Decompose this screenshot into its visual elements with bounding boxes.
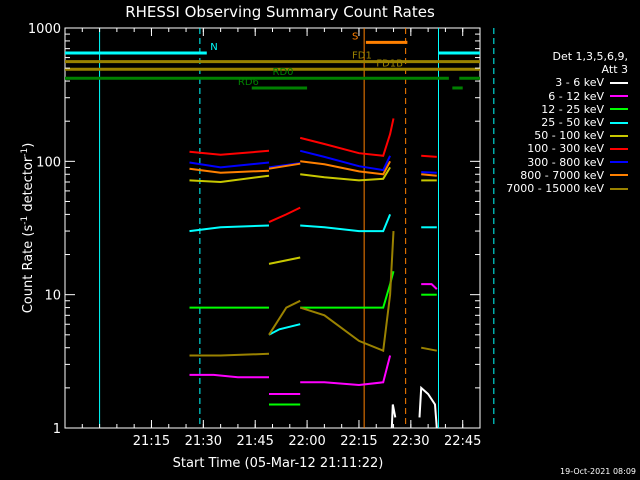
x-tick-label-3: 22:00 [288, 434, 325, 449]
series-1-segment-2 [300, 355, 392, 387]
bar-label-rd0: RD0 [273, 67, 294, 78]
series-3-segment-2 [300, 214, 392, 233]
x-tick-label-1: 21:30 [185, 434, 222, 449]
x-axis-label: Start Time (05-Mar-12 21:11:22) [173, 456, 384, 471]
legend-item: 800 - 7000 keV [506, 169, 628, 182]
series-3-segment-1 [268, 323, 301, 336]
series-0-segment-1 [418, 385, 438, 429]
series-8-segment-3 [421, 346, 437, 352]
legend-label: 800 - 7000 keV [520, 168, 604, 182]
legend-item: 12 - 25 keV [506, 103, 628, 116]
series-6-segment-0 [189, 161, 270, 169]
legend-swatch [610, 187, 628, 190]
series-3-segment-0 [189, 224, 270, 233]
x-tick-label-2: 21:45 [236, 434, 273, 449]
bar-label-s: S [352, 31, 358, 42]
y-tick-label-3: 1000 [28, 22, 61, 37]
bar-label-fd1b: FD1B [376, 58, 403, 69]
legend-swatch [610, 134, 628, 137]
x-tick-label-6: 22:45 [444, 434, 481, 449]
legend-label: 7000 - 15000 keV [506, 182, 604, 196]
series-7-segment-3 [421, 173, 437, 177]
y-tick-label-2: 100 [36, 155, 61, 170]
series-5-segment-0 [189, 149, 270, 156]
legend-item: 50 - 100 keV [506, 129, 628, 142]
bar-label-n: N [210, 42, 217, 53]
series-6-segment-2 [299, 149, 392, 172]
x-tick-label-5: 22:30 [392, 434, 429, 449]
observing-window-lines [99, 28, 495, 428]
legend-label: 100 - 300 keV [527, 142, 604, 156]
series-layer [189, 118, 438, 429]
legend-header-attenuator: Att 3 [601, 63, 628, 77]
series-8-segment-0 [189, 352, 270, 357]
legend-label: 300 - 800 keV [527, 155, 604, 169]
series-7-segment-2 [300, 160, 391, 176]
legend-swatch [610, 174, 628, 177]
series-7-segment-0 [189, 167, 270, 174]
legend-label: 50 - 100 keV [534, 129, 604, 143]
y-axis-label: Count Rate (s-1 detector-1) [20, 143, 36, 314]
series-4-segment-1 [268, 256, 301, 265]
legend-item: 3 - 6 keV [506, 76, 628, 89]
series-4-segment-2 [300, 166, 391, 182]
x-axis-ticks: 21:15 21:30 21:45 22:00 22:15 22:30 22:45 [64, 28, 481, 449]
y-tick-label-1: 10 [44, 289, 61, 304]
chart-title: RHESSI Observing Summary Count Rates [125, 3, 435, 21]
series-0-segment-0 [390, 404, 397, 429]
timestamp: 19-Oct-2021 08:09 [560, 467, 636, 476]
series-8-segment-1 [268, 299, 301, 336]
y-tick-label-0: 1 [53, 422, 61, 437]
series-7-segment-1 [268, 162, 301, 170]
legend-swatch [610, 95, 628, 98]
legend: Det 1,3,5,6,9, Att 3 3 - 6 keV 6 - 12 keV… [506, 50, 628, 195]
legend-item: 25 - 50 keV [506, 116, 628, 129]
series-4-segment-0 [189, 174, 270, 184]
legend-label: 3 - 6 keV [555, 76, 604, 90]
legend-swatch [610, 82, 628, 84]
legend-swatch [610, 148, 628, 151]
legend-label: 25 - 50 keV [541, 116, 604, 130]
bar-label-fd1: FD1 [352, 51, 372, 62]
series-6-segment-3 [421, 171, 437, 174]
legend-swatch [610, 161, 628, 164]
series-5-segment-1 [268, 206, 301, 224]
series-1-segment-3 [421, 283, 438, 290]
x-tick-label-0: 21:15 [133, 434, 170, 449]
legend-swatch [610, 108, 628, 111]
series-5-segment-2 [299, 118, 395, 157]
series-8-segment-2 [299, 231, 395, 353]
series-5-segment-3 [421, 154, 437, 158]
bar-label-rd6: RD6 [238, 77, 259, 88]
x-tick-label-4: 22:15 [340, 434, 377, 449]
series-1-segment-0 [189, 373, 269, 379]
legend-item: 7000 - 15000 keV [506, 182, 628, 195]
y-axis-ticks: 1 10 100 1000 [28, 22, 480, 437]
legend-item: 300 - 800 keV [506, 156, 628, 169]
legend-item: 6 - 12 keV [506, 90, 628, 103]
legend-label: 12 - 25 keV [541, 102, 604, 116]
legend-item: 100 - 300 keV [506, 142, 628, 155]
series-2-segment-2 [300, 270, 395, 309]
attenuator-bars: N S FD1 FD1B RD0 RD6 [65, 31, 480, 90]
legend-header-detectors: Det 1,3,5,6,9, [552, 50, 628, 63]
legend-swatch [610, 121, 628, 124]
legend-label: 6 - 12 keV [548, 89, 604, 103]
